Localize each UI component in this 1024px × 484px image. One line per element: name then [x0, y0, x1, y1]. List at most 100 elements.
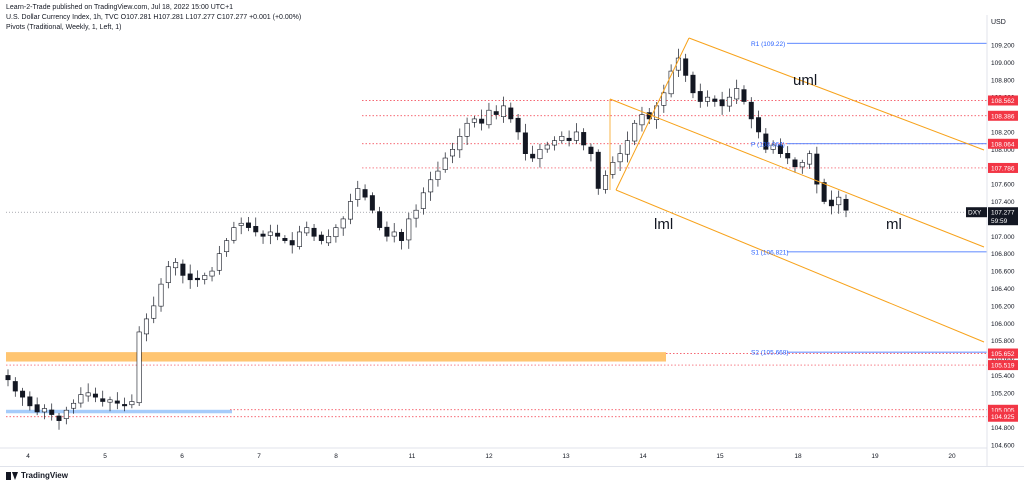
pitchfork-handle: [615, 37, 690, 191]
candle-body: [712, 98, 718, 102]
candle-body: [537, 149, 543, 160]
candle-body: [799, 162, 805, 168]
x-tick-label: 4: [26, 453, 30, 460]
chart-header: Learn-2-Trade published on TradingView.c…: [6, 3, 301, 33]
y-tick-label: 106.400: [991, 286, 1015, 293]
candle-body: [41, 408, 47, 413]
candle-body: [333, 227, 339, 238]
price-level-label: 104.925: [991, 414, 1015, 421]
upper-median-line: [688, 37, 985, 151]
candle-body: [12, 381, 18, 392]
candle-body: [158, 283, 164, 307]
pivot-label: P (108.064): [751, 141, 785, 148]
candle-body: [508, 107, 514, 120]
y-tick-label: 106.200: [991, 303, 1015, 310]
pivot-label: S2 (105.668): [751, 350, 789, 357]
countdown-label: 59:59: [991, 218, 1008, 225]
y-tick-label: 107.600: [991, 182, 1015, 189]
candle-body: [617, 153, 623, 163]
price-level-label: 108.562: [991, 98, 1015, 105]
candle-body: [260, 233, 266, 237]
candle-body: [756, 117, 762, 133]
candle-body: [814, 153, 820, 185]
price-chart[interactable]: R1 (109.22) P (108.064) S1 (106.821) S2 (10…: [0, 0, 1024, 466]
x-tick-label: 8: [334, 453, 338, 460]
candle-body: [690, 74, 696, 94]
candle-body: [340, 218, 346, 229]
candle-body: [573, 131, 579, 141]
candle-body: [202, 275, 208, 280]
supply-zone-orange: [6, 352, 666, 362]
y-tick-label: 109.200: [991, 43, 1015, 50]
pivot-label: R1 (109.22): [751, 41, 785, 48]
price-level-label: 105.652: [991, 351, 1015, 358]
candle-body: [92, 393, 98, 398]
y-tick-label: 106.800: [991, 251, 1015, 258]
annotation-lml: lml: [654, 216, 673, 233]
candle-body: [318, 234, 324, 241]
x-tick-label: 19: [871, 453, 879, 460]
candle-body: [603, 175, 609, 190]
candle-body: [785, 153, 791, 159]
lower-median-line: [615, 189, 985, 343]
candle-body: [231, 227, 237, 241]
symbol-tag: DXY: [968, 210, 982, 217]
candle-body: [763, 133, 769, 150]
candle-body: [610, 162, 616, 175]
candle-body: [515, 117, 521, 133]
footer-bar: TradingView: [0, 466, 1024, 484]
candle-body: [486, 109, 492, 126]
candle-body: [624, 140, 630, 155]
candle-body: [194, 277, 200, 281]
y-tick-label: 105.200: [991, 390, 1015, 397]
tradingview-logo[interactable]: TradingView: [6, 471, 68, 480]
candle-body: [406, 218, 412, 241]
candle-body: [792, 159, 798, 168]
x-tick-label: 14: [639, 453, 647, 460]
candle-body: [836, 196, 842, 206]
candle-body: [34, 404, 40, 413]
y-tick-label: 106.000: [991, 321, 1015, 328]
candle-body: [668, 70, 674, 95]
candle-body: [770, 144, 776, 150]
candle-body: [143, 318, 149, 335]
candle-body: [151, 305, 157, 319]
candle-body: [420, 192, 426, 209]
candle-body: [311, 227, 317, 237]
x-tick-label: 15: [716, 453, 724, 460]
price-level-label: 108.064: [991, 141, 1015, 148]
candle-body: [326, 236, 332, 244]
price-level-badge: [988, 110, 1018, 121]
candle-body: [391, 231, 397, 237]
candle-body: [479, 118, 485, 124]
pivot-label: S1 (106.821): [751, 249, 789, 256]
x-tick-label: 13: [562, 453, 570, 460]
y-tick-label: 104.600: [991, 443, 1015, 450]
candle-body: [20, 390, 26, 398]
candle-body: [245, 222, 251, 228]
candle-body: [632, 122, 638, 142]
candle-body: [734, 88, 740, 100]
published-line: Learn-2-Trade published on TradingView.c…: [6, 4, 234, 11]
candle-body: [114, 400, 120, 404]
current-price-label: 107.277: [991, 210, 1015, 217]
candle-body: [238, 222, 244, 226]
candle-body: [253, 226, 259, 233]
brand-name: TradingView: [21, 471, 68, 480]
candle-body: [639, 114, 645, 126]
candle-body: [369, 195, 375, 211]
price-level-label: 105.005: [991, 407, 1015, 414]
candle-body: [661, 92, 667, 106]
y-tick-label: 104.800: [991, 425, 1015, 432]
candle-body: [828, 199, 834, 207]
candle-body: [107, 399, 113, 403]
candle-body: [428, 179, 434, 193]
price-level-badge: [988, 404, 1018, 415]
x-tick-label: 6: [180, 453, 184, 460]
symbol-tag-badge: [966, 207, 987, 218]
indicator-line: Pivots (Traditional, Weekly, 1, Left, 1): [6, 24, 122, 31]
candle-body: [355, 188, 361, 200]
price-level-label: 105.519: [991, 363, 1015, 370]
candle-body: [719, 99, 725, 107]
candle-body: [71, 402, 77, 409]
